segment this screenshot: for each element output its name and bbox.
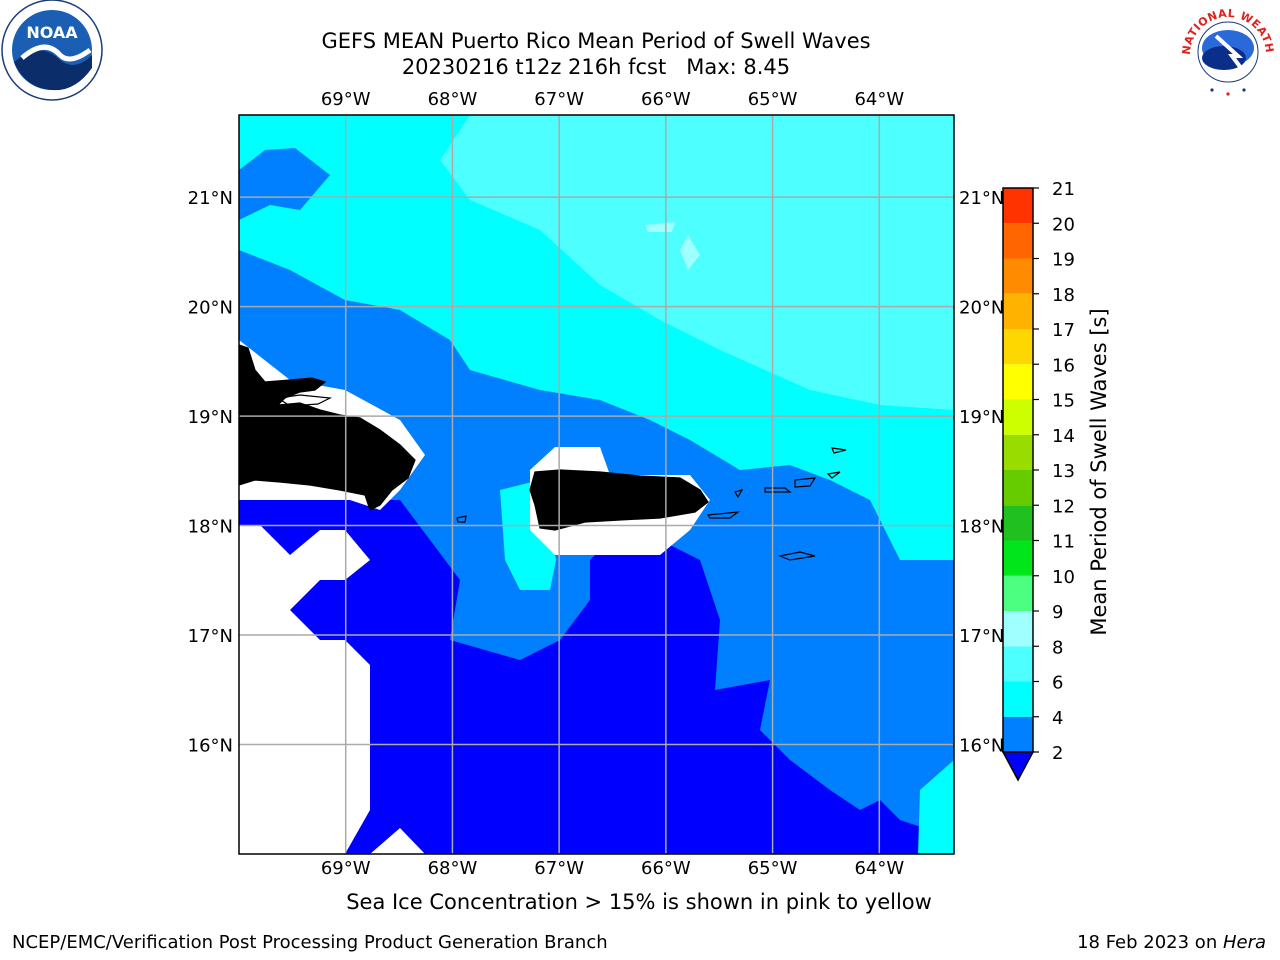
swell-period-field [239,115,954,854]
virgin-islands [734,447,847,499]
colorbar-segment [1003,646,1033,682]
colorbar-segment [1003,364,1033,400]
colorbar-segment [1003,188,1033,224]
colorbar-under-extension [1001,751,1035,782]
map-frame [238,114,955,855]
lat-label-right: 17°N [959,626,1004,647]
footer-date-text: 18 Feb 2023 on [1077,932,1223,953]
small-islands [276,394,847,561]
colorbar-tick-label: 14 [1052,426,1075,447]
st-croix-island [777,551,816,561]
lat-label-right: 20°N [959,298,1004,319]
chart-title: GEFS MEAN Puerto Rico Mean Period of Swe… [321,29,871,53]
noaa-logo-text: NOAA [26,23,78,42]
colorbar-segment [1003,681,1033,717]
nws-logo: NATIONAL WEATHER SERVICE [1176,0,1277,101]
colorbar-tick-label: 8 [1052,637,1063,658]
lat-label-right: 19°N [959,407,1004,428]
lat-label-left: 16°N [188,736,233,757]
colorbar-tick-label: 12 [1052,496,1075,517]
colorbar-segment [1003,399,1033,435]
lon-label-top: 65°W [748,89,798,110]
lat-label-left: 17°N [188,626,233,647]
chart-subtitle: 20230216 t12z 216h fcst Max: 8.45 [401,55,791,79]
lon-label-top: 64°W [854,89,904,110]
footer-date: 18 Feb 2023 on Hera [1077,932,1266,953]
colorbar-tick-label: 20 [1052,214,1075,235]
lat-label-left: 18°N [188,517,233,538]
colorbar-tick-label: 13 [1052,461,1075,482]
colorbar-label: Mean Period of Swell Waves [s] [1087,308,1111,635]
lon-label-top: 69°W [321,89,371,110]
lat-label-right: 18°N [959,517,1004,538]
mona-island [456,515,467,523]
colorbar-segment [1003,611,1033,647]
field-patch-6-8s-north [645,222,700,270]
footer-credit: NCEP/EMC/Verification Post Processing Pr… [12,932,608,953]
axis-labels: 69°W 69°W 68°W 68°W 67°W 67°W 66°W 66°W 65°W 65°W… [188,89,1005,879]
lon-label-top: 68°W [428,89,478,110]
colorbar-tick-label: 4 [1052,708,1063,729]
lon-label-top: 66°W [641,89,691,110]
colorbar-tick-label: 2 [1052,743,1063,764]
sea-ice-note: Sea Ice Concentration > 15% is shown in … [346,890,932,914]
noaa-logo: NOAA [1,0,103,101]
lat-label-right: 16°N [959,736,1004,757]
colorbar-tick-label: 16 [1052,355,1075,376]
lon-label-bottom: 67°W [534,858,584,879]
colorbar-segment [1003,505,1033,541]
colorbar-tick-label: 21 [1052,179,1075,200]
lat-label-left: 21°N [188,188,233,209]
colorbar-tick-label: 9 [1052,602,1063,623]
colorbar-segment [1003,540,1033,576]
colorbar-segment [1003,293,1033,329]
colorbar-tick-label: 19 [1052,250,1075,271]
graticule [239,115,954,854]
hispaniola-coast-inset [276,394,333,407]
field-patch-2-4s-north [239,148,330,220]
lon-label-bottom: 68°W [428,858,478,879]
colorbar-segment [1003,329,1033,365]
colorbar-segment [1003,258,1033,294]
field-nodata-south-edge [370,828,425,854]
field-patch-4-6s-south [918,760,954,854]
colorbar-tick-label: 6 [1052,673,1063,694]
colorbar-segment [1003,434,1033,470]
lat-label-right: 21°N [959,188,1004,209]
field-nodata-west [239,525,370,854]
lon-label-top: 67°W [534,89,584,110]
lon-label-bottom: 69°W [321,858,371,879]
colorbar: 2 4 6 8 9 10 11 12 13 14 15 16 17 18 19 20 21 [1001,179,1075,782]
colorbar-segment [1003,470,1033,506]
landmasses [239,344,709,531]
lat-label-left: 19°N [188,407,233,428]
colorbar-tick-label: 10 [1052,567,1075,588]
colorbar-tick-label: 17 [1052,320,1075,341]
colorbar-segment [1003,223,1033,259]
vieques-island [706,511,741,519]
field-region-under-2s [239,500,954,854]
colorbar-tick-label: 11 [1052,532,1075,553]
lon-label-bottom: 64°W [854,858,904,879]
lat-label-left: 20°N [188,298,233,319]
hispaniola-land [239,344,416,511]
colorbar-segment [1003,575,1033,611]
lon-label-bottom: 66°W [641,858,691,879]
puerto-rico-land [529,469,709,531]
footer-host: Hera [1222,932,1266,953]
colorbar-tick-label: 18 [1052,285,1075,306]
lon-label-bottom: 65°W [748,858,798,879]
colorbar-segment [1003,716,1033,752]
colorbar-tick-label: 15 [1052,391,1075,412]
